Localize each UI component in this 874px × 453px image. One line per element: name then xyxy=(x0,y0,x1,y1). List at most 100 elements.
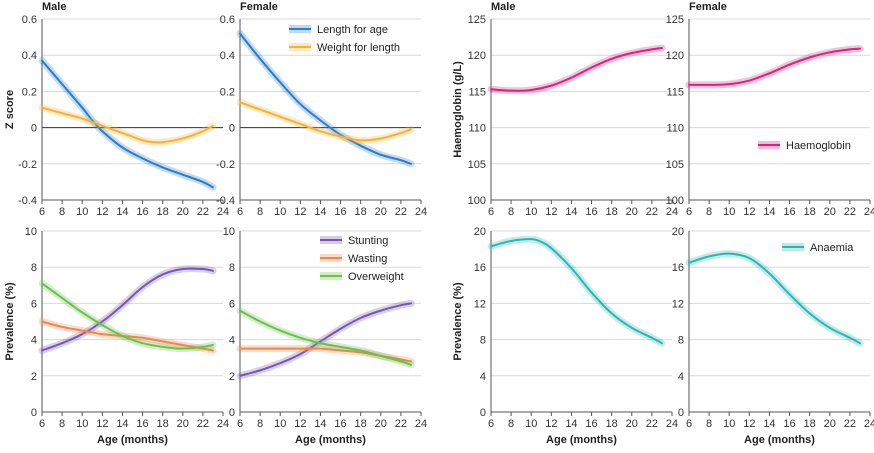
confidence-band xyxy=(487,44,666,95)
y-tick-label: 110 xyxy=(666,123,684,135)
y-tick-label: 10 xyxy=(223,226,235,238)
x-tick-label: 12 xyxy=(545,206,557,218)
confidence-band xyxy=(487,235,666,347)
x-axis-label: Age (months) xyxy=(97,434,168,446)
legend: Stunting Wasting Overweight xyxy=(320,235,404,283)
x-tick-label: 22 xyxy=(844,418,856,430)
series-line xyxy=(490,238,663,345)
panel-1: -0.4 -0.2 0 0.2 0.4 0.6 6 8 10 12 14 16 18 20 22 24 Male… xyxy=(4,1,229,218)
legend-label: Weight for length xyxy=(317,42,400,54)
panel-4: 100 105 110 115 120 125 6 8 10 12 14 16 18 20 22 24 Fema… xyxy=(666,1,874,218)
y-tick-label: 0 xyxy=(480,407,486,419)
legend-label: Anaemia xyxy=(810,242,854,254)
x-tick-label: 12 xyxy=(96,206,108,218)
legend-label: Haemoglobin xyxy=(786,140,851,152)
y-tick-label: 120 xyxy=(468,50,486,62)
y-tick-label: 10 xyxy=(25,226,37,238)
y-tick-label: 12 xyxy=(672,298,684,310)
x-tick-label: 10 xyxy=(723,418,735,430)
x-tick-label: 14 xyxy=(763,418,775,430)
x-tick-label: 22 xyxy=(395,206,407,218)
x-tick-label: 18 xyxy=(355,418,367,430)
x-axis-label: Age (months) xyxy=(295,434,366,446)
y-tick-label: 0.4 xyxy=(22,50,37,62)
x-tick-label: 6 xyxy=(488,206,494,218)
series-line xyxy=(688,252,861,345)
series-line xyxy=(41,106,214,144)
x-tick-label: 24 xyxy=(217,206,229,218)
x-tick-label: 18 xyxy=(355,206,367,218)
x-tick-label: 12 xyxy=(96,418,108,430)
x-tick-label: 14 xyxy=(763,206,775,218)
x-tick-label: 6 xyxy=(237,206,243,218)
panel-title: Female xyxy=(689,1,727,13)
y-tick-label: 0 xyxy=(31,407,37,419)
x-tick-label: 20 xyxy=(824,418,836,430)
x-tick-label: 8 xyxy=(257,206,263,218)
x-tick-label: 14 xyxy=(116,418,128,430)
y-tick-label: 0.2 xyxy=(220,86,235,98)
x-tick-label: 16 xyxy=(585,206,597,218)
panel-title: Male xyxy=(42,1,66,13)
x-tick-label: 20 xyxy=(375,418,387,430)
x-tick-label: 22 xyxy=(395,418,407,430)
x-tick-label: 16 xyxy=(585,418,597,430)
y-tick-label: 0.6 xyxy=(22,14,37,26)
x-tick-label: 8 xyxy=(508,206,514,218)
y-tick-label: 4 xyxy=(678,371,684,383)
y-tick-label: 115 xyxy=(468,86,486,98)
x-tick-label: 18 xyxy=(804,418,816,430)
x-tick-label: 18 xyxy=(606,418,618,430)
y-tick-label: 20 xyxy=(672,226,684,238)
panel-title: Female xyxy=(240,1,278,13)
y-tick-label: 8 xyxy=(480,335,486,347)
x-tick-label: 12 xyxy=(743,206,755,218)
panel-2: -0.4 -0.2 0 0.2 0.4 0.6 6 8 10 12 14 16 18 20 22 24 Fema… xyxy=(216,1,427,218)
x-tick-label: 18 xyxy=(804,206,816,218)
x-tick-label: 8 xyxy=(706,418,712,430)
x-tick-label: 16 xyxy=(334,206,346,218)
y-tick-label: 0 xyxy=(678,407,684,419)
y-tick-label: 4 xyxy=(229,335,235,347)
x-tick-label: 12 xyxy=(294,206,306,218)
legend: Haemoglobin xyxy=(758,140,851,152)
panel-3: 100 105 110 115 120 125 6 8 10 12 14 16 18 20 22 24 Male… xyxy=(452,1,678,218)
x-tick-label: 18 xyxy=(157,206,169,218)
x-tick-label: 6 xyxy=(686,418,692,430)
x-tick-label: 14 xyxy=(565,206,577,218)
x-tick-label: 16 xyxy=(136,418,148,430)
x-tick-label: 22 xyxy=(844,206,856,218)
y-tick-label: 0.2 xyxy=(22,86,37,98)
x-tick-label: 8 xyxy=(706,206,712,218)
x-tick-label: 6 xyxy=(39,206,45,218)
y-tick-label: 115 xyxy=(666,86,684,98)
x-tick-label: 10 xyxy=(525,418,537,430)
y-tick-label: 125 xyxy=(666,14,684,26)
x-tick-label: 6 xyxy=(686,206,692,218)
series-line xyxy=(41,282,214,350)
x-tick-label: 12 xyxy=(743,418,755,430)
x-tick-label: 16 xyxy=(334,418,346,430)
x-axis-label: Age (months) xyxy=(744,434,815,446)
x-tick-label: 10 xyxy=(525,206,537,218)
x-tick-label: 18 xyxy=(606,206,618,218)
x-tick-label: 8 xyxy=(59,206,65,218)
x-tick-label: 20 xyxy=(177,206,189,218)
y-tick-label: 4 xyxy=(31,335,37,347)
x-tick-label: 10 xyxy=(723,206,735,218)
x-tick-label: 14 xyxy=(314,206,326,218)
x-tick-label: 8 xyxy=(508,418,514,430)
x-tick-label: 18 xyxy=(157,418,169,430)
series-line xyxy=(41,59,214,189)
x-tick-label: 24 xyxy=(415,418,427,430)
legend-label: Stunting xyxy=(348,235,388,247)
y-tick-label: 100 xyxy=(468,195,486,207)
y-tick-label: 20 xyxy=(474,226,486,238)
y-axis-label: Prevalence (%) xyxy=(4,282,16,361)
y-tick-label: 8 xyxy=(229,262,235,274)
x-tick-label: 20 xyxy=(177,418,189,430)
panel-title: Male xyxy=(491,1,515,13)
y-tick-label: -0.2 xyxy=(216,159,235,171)
x-tick-label: 24 xyxy=(666,206,678,218)
